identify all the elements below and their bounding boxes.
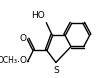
- Text: O: O: [19, 34, 26, 43]
- Text: S: S: [53, 66, 59, 75]
- Text: HO: HO: [31, 11, 45, 20]
- Text: OCH₃: OCH₃: [0, 56, 18, 65]
- Text: O: O: [19, 56, 26, 65]
